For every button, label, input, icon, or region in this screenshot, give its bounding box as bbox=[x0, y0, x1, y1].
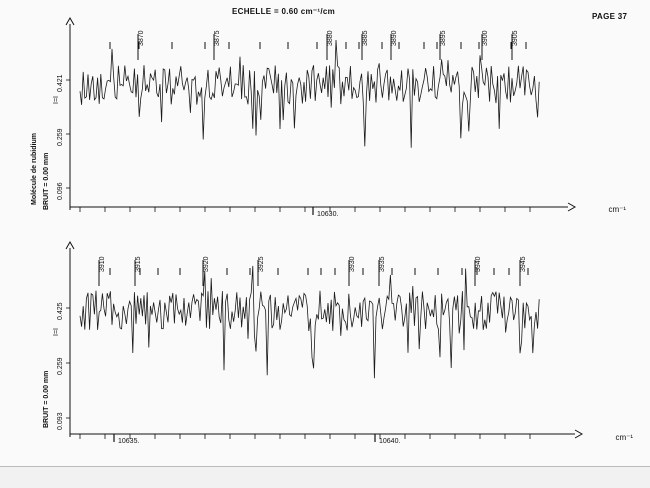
y-tick-label: 0.096 bbox=[57, 182, 64, 200]
x-axis-arrow-1 bbox=[567, 202, 577, 212]
x-tick-label: 10635. bbox=[118, 438, 139, 445]
line-number-label: 3875 bbox=[214, 30, 221, 46]
y-axis-mark: I=I bbox=[53, 328, 60, 336]
x-unit-label: cm⁻¹ bbox=[608, 205, 626, 214]
line-number-label: 3945 bbox=[520, 256, 527, 272]
scale-label: ECHELLE = 0.60 cm⁻¹/cm bbox=[232, 7, 336, 16]
y-tick-label: 0.421 bbox=[57, 74, 64, 92]
line-number-label: 3920 bbox=[203, 256, 210, 272]
line-number-label: 3880 bbox=[327, 30, 334, 46]
spectrum-trace-1 bbox=[79, 39, 540, 148]
page-bottom-edge bbox=[0, 466, 650, 488]
y-tick-label: 0.425 bbox=[57, 302, 64, 320]
line-number-label: 3935 bbox=[379, 256, 386, 272]
line-number-label: 3930 bbox=[349, 256, 356, 272]
line-number-label: 3915 bbox=[135, 256, 142, 272]
line-number-label: 3940 bbox=[475, 256, 482, 272]
spectrum-trace-2 bbox=[79, 265, 540, 379]
line-number-label: 3895 bbox=[440, 30, 447, 46]
y-axis-mark: I=I bbox=[53, 96, 60, 104]
y-tick-label: 0.259 bbox=[57, 357, 64, 375]
line-number-label: 3885 bbox=[362, 30, 369, 46]
x-axis-arrow-2 bbox=[574, 429, 584, 439]
line-number-label: 3870 bbox=[138, 30, 145, 46]
line-number-label: 3910 bbox=[99, 256, 106, 272]
line-number-label: 3925 bbox=[258, 256, 265, 272]
line-number-label: 3900 bbox=[482, 30, 489, 46]
x-tick-label: 10640. bbox=[379, 438, 400, 445]
y-tick-label: 0.093 bbox=[57, 412, 64, 430]
y-axis-arrow-2 bbox=[65, 240, 75, 250]
y-axis-arrow-1 bbox=[65, 16, 75, 26]
x-unit-label: cm⁻¹ bbox=[615, 433, 633, 442]
page-number: PAGE 37 bbox=[592, 12, 628, 21]
line-number-label: 3890 bbox=[391, 30, 398, 46]
x-tick-label: 10630. bbox=[317, 211, 338, 218]
line-number-label: 3905 bbox=[512, 30, 519, 46]
y-tick-label: 0.259 bbox=[57, 128, 64, 146]
